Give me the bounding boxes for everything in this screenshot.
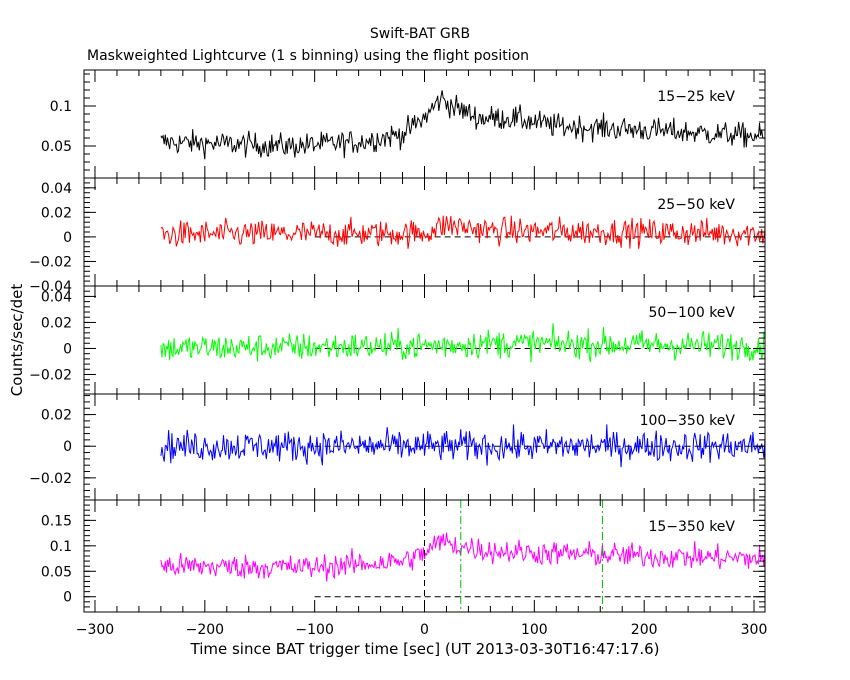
band-label: 25−50 keV (657, 197, 735, 213)
y-tick-label: 0.05 (41, 564, 72, 580)
band-label: 15−25 keV (657, 89, 735, 105)
series-line-2 (160, 215, 765, 249)
y-tick-label: 0 (63, 341, 72, 357)
x-axis-label: Time since BAT trigger time [sec] (UT 20… (190, 640, 660, 658)
series-line-5 (160, 532, 765, 582)
series-line-1 (160, 90, 765, 160)
y-tick-label: 0.15 (41, 513, 72, 529)
y-tick-label: 0.04 (41, 289, 72, 305)
series-line-3 (160, 323, 765, 363)
x-axis: −300 −200 −100 0 100 200 300 (76, 622, 768, 638)
x-tick-label: −300 (76, 622, 114, 638)
y-tick-label: −0.02 (29, 367, 72, 383)
panels-group: 0.05 0.1 15−25 keV −0.04 −0.02 0 0.02 0.04 25−50… (29, 69, 766, 613)
panel-3: −0.02 0 0.02 0.04 50−100 keV (29, 285, 766, 395)
panel-frame (83, 69, 766, 179)
panel-5: 0 0.05 0.1 0.15 15−350 keV (41, 499, 766, 613)
y-tick-label: 0.02 (41, 205, 72, 221)
band-label: 100−350 keV (640, 413, 736, 429)
band-label: 50−100 keV (648, 305, 735, 321)
y-tick-label: 0.1 (50, 99, 72, 115)
y-tick-label: 0.04 (41, 181, 72, 197)
y-tick-label: −0.04 (29, 279, 72, 295)
x-tick-label: 0 (420, 622, 429, 638)
y-tick-label: 0.02 (41, 408, 72, 424)
panel-frame (83, 177, 766, 287)
band-label: 15−350 keV (648, 519, 735, 535)
x-tick-label: 300 (741, 622, 768, 638)
x-tick-label: 200 (631, 622, 658, 638)
chart-subtitle: Maskweighted Lightcurve (1 s binning) us… (87, 48, 529, 64)
y-tick-label: −0.02 (29, 471, 72, 487)
y-tick-label: 0.02 (41, 315, 72, 331)
panel-4: −0.02 0 0.02 100−350 keV (29, 393, 766, 501)
series-line-4 (160, 424, 765, 468)
y-tick-label: 0.1 (50, 539, 72, 555)
chart-title: Swift-BAT GRB (370, 26, 470, 42)
y-tick-label: 0 (63, 590, 72, 606)
y-tick-label: −0.02 (29, 254, 72, 270)
y-tick-label: 0 (63, 230, 72, 246)
y-axis-label: Counts/sec/det (8, 284, 26, 397)
x-tick-label: −200 (186, 622, 224, 638)
y-tick-label: 0 (63, 439, 72, 455)
panel-2: −0.04 −0.02 0 0.02 0.04 25−50 keV (29, 177, 766, 295)
x-tick-label: −100 (295, 622, 333, 638)
panel-1: 0.05 0.1 15−25 keV (41, 69, 766, 179)
x-tick-label: 100 (521, 622, 548, 638)
y-tick-label: 0.05 (41, 139, 72, 155)
